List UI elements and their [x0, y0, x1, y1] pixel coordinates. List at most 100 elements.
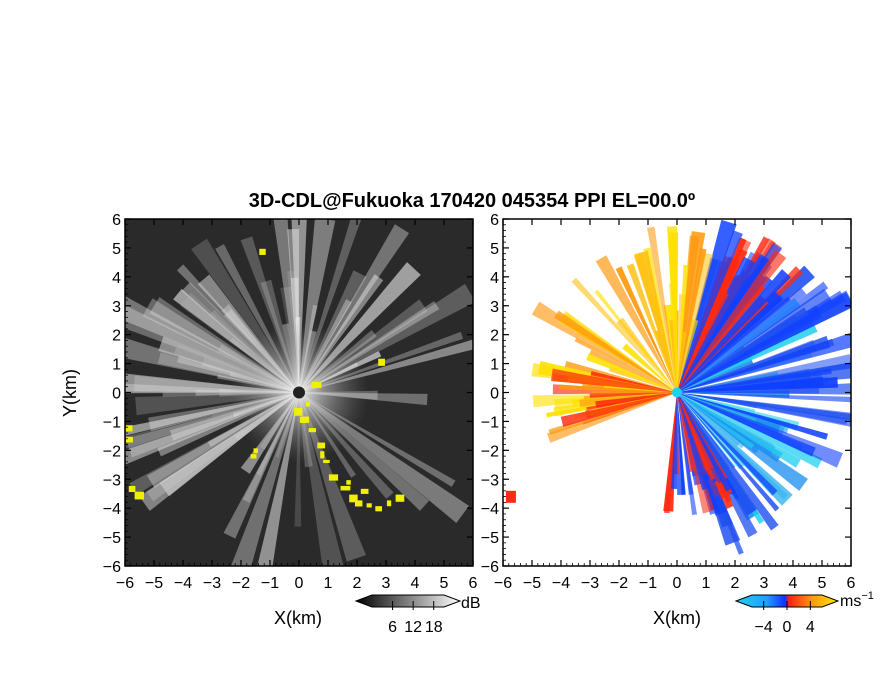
velocity-panel: −6 −5 −4 −3 −2 −1 0 1 2 3 4 5 6 6 5 4 3 2 1 0 −1 −2 −3 −4 −5 −6: [481, 212, 856, 592]
velocity-ray: [642, 321, 677, 393]
y-tick-label: −4: [103, 501, 121, 518]
x-tick-label: 2: [731, 575, 740, 592]
velocity-ray: [677, 338, 835, 393]
reflectivity-ray: [299, 339, 473, 393]
high-reflectivity-patch: [308, 428, 317, 433]
high-reflectivity-patch: [250, 454, 257, 459]
velocity-ray: [677, 339, 817, 393]
velocity-ray: [626, 263, 677, 393]
y-tick-label: −1: [481, 414, 499, 431]
high-reflectivity-patch: [355, 500, 363, 507]
y-tick-label: 4: [112, 270, 121, 287]
velocity-ray: [677, 354, 851, 393]
velocity-ray: [574, 337, 677, 393]
high-reflectivity-patch: [323, 459, 330, 464]
velocity-ray: [677, 392, 721, 515]
high-reflectivity-patch: [134, 491, 144, 500]
velocity-ray: [548, 392, 677, 435]
velocity-ray: [677, 392, 732, 492]
high-reflectivity-patch: [299, 416, 309, 423]
y-tick-label: 4: [490, 270, 499, 287]
velocity-ray: [677, 292, 729, 393]
velocity-ray: [677, 252, 714, 393]
velocity-ray: [677, 257, 720, 393]
velocity-colorbar: −4 0 4 ms−1: [734, 590, 874, 636]
y-tick-label: −5: [103, 530, 121, 547]
velocity-ray: [677, 392, 778, 496]
x-tick-label: −2: [610, 575, 628, 592]
high-reflectivity-patch: [346, 480, 351, 485]
y-tick-label: 3: [112, 299, 121, 316]
velocity-ray: [677, 291, 783, 393]
high-reflectivity-patch: [386, 500, 392, 507]
velocity-ray: [590, 371, 677, 393]
y-tick-label: −1: [103, 414, 121, 431]
x-tick-label: 0: [295, 575, 304, 592]
velocity-ray: [622, 343, 677, 393]
velocity-ray: [677, 256, 756, 393]
velocity-ray: [677, 392, 851, 427]
colorbar-tick-label: 18: [425, 619, 443, 636]
velocity-ray: [677, 392, 716, 481]
colorbar-tick-label: 0: [783, 619, 792, 636]
x-tick-label: 1: [324, 575, 333, 592]
velocity-ray: [677, 392, 780, 512]
y-tick-label: −3: [481, 472, 499, 489]
velocity-ray: [677, 392, 736, 469]
velocity-ray: [677, 376, 824, 393]
x-tick-label: −5: [145, 575, 163, 592]
velocity-ray: [677, 392, 779, 531]
velocity-ray: [677, 392, 755, 449]
velocity-ray: [677, 392, 829, 440]
velocity-ray: [677, 362, 851, 393]
colorbar-tick-label: 6: [388, 619, 397, 636]
y-tick-label: −6: [103, 559, 121, 576]
high-reflectivity-patch: [349, 494, 358, 503]
x-tick-label: −6: [494, 575, 512, 592]
velocity-ray: [677, 237, 747, 393]
velocity-edge-patch: [505, 490, 516, 503]
y-tick-label: 2: [112, 328, 121, 345]
high-reflectivity-patch: [328, 474, 339, 481]
velocity-ray: [564, 361, 677, 393]
y-tick-label: 0: [490, 386, 499, 403]
velocity-ray: [567, 370, 677, 393]
velocity-ray: [589, 392, 677, 398]
x-tick-label: 4: [789, 575, 798, 592]
high-reflectivity-patch: [340, 485, 351, 491]
high-reflectivity-patch: [317, 442, 326, 449]
velocity-ray: [677, 248, 707, 393]
high-reflectivity-patch: [305, 402, 311, 407]
velocity-ray: [588, 349, 677, 393]
high-reflectivity-patch: [366, 503, 372, 508]
high-reflectivity-patch: [125, 425, 133, 432]
velocity-ray: [677, 392, 694, 495]
velocity-ray: [677, 392, 714, 469]
reflectivity-ray: [125, 392, 299, 436]
x-tick-label: 2: [353, 575, 362, 592]
velocity-unit-exponent: −1: [861, 590, 874, 602]
x-tick-label: −1: [639, 575, 657, 592]
reflectivity-colorbar-bar: [354, 594, 462, 608]
colorbar-tick-label: 12: [404, 619, 422, 636]
velocity-ray: [677, 368, 832, 393]
velocity-ray: [677, 230, 743, 393]
velocity-ray: [677, 392, 788, 500]
x-tick-label: 3: [382, 575, 391, 592]
high-reflectivity-patch: [360, 488, 369, 494]
x-tick-label: −4: [174, 575, 192, 592]
y-tick-label: 3: [490, 299, 499, 316]
velocity-ray: [677, 249, 787, 393]
velocity-unit-base: ms: [840, 593, 861, 610]
velocity-ray: [677, 392, 843, 468]
velocity-ray: [677, 392, 851, 403]
x-tick-label: 1: [702, 575, 711, 592]
x-tick-label: 6: [847, 575, 856, 592]
y-tick-label: −2: [103, 443, 121, 460]
velocity-ray: [677, 392, 801, 468]
velocity-ray: [666, 226, 678, 393]
velocity-ray: [677, 392, 728, 481]
x-tick-label: −1: [261, 575, 279, 592]
reflectivity-colorbar: 6 12 18 dB: [354, 594, 481, 636]
